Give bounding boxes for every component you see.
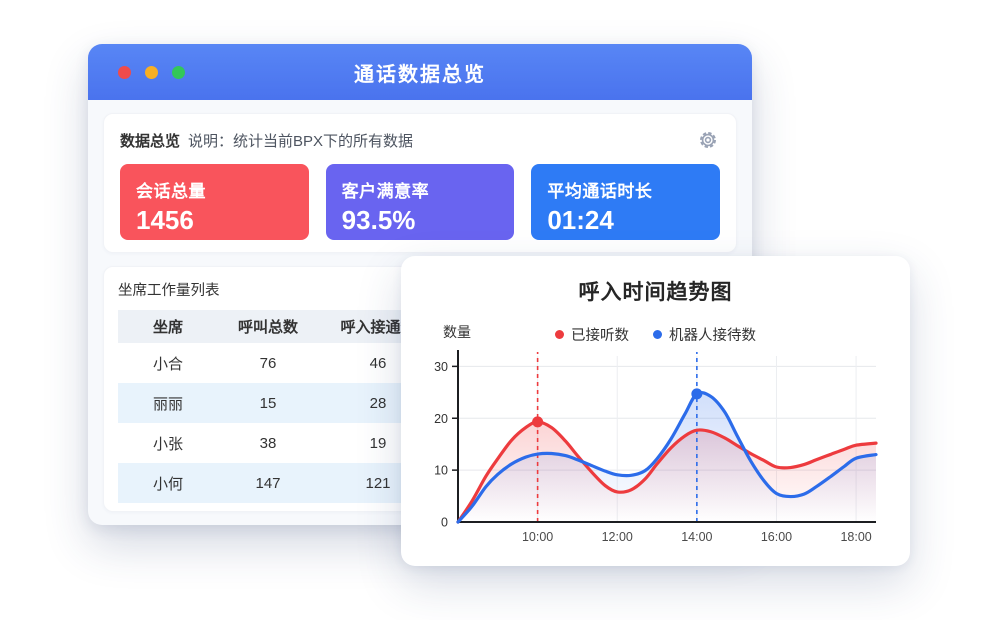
cell-total: 76 bbox=[259, 354, 277, 372]
cell-inbound: 28 bbox=[369, 394, 387, 412]
column-header-agent: 坐席 bbox=[152, 319, 183, 336]
stat-label: 会话总量 bbox=[136, 182, 206, 201]
cell-agent: 小合 bbox=[152, 355, 183, 373]
svg-text:16:00: 16:00 bbox=[761, 530, 792, 544]
cell-agent: 小张 bbox=[152, 435, 183, 453]
stat-card-avg-duration: 平均通话时长 01:24 bbox=[531, 164, 721, 240]
legend-item-bot[interactable]: 机器人接待数 bbox=[653, 324, 756, 345]
svg-text:0: 0 bbox=[441, 516, 448, 530]
overview-panel: 数据总览 说明：统计当前BPX下的所有数据 会话总量 1456 客户满意率 93… bbox=[103, 113, 737, 253]
legend-item-answered[interactable]: 已接听数 bbox=[555, 324, 629, 345]
cell-inbound: 19 bbox=[369, 434, 387, 452]
svg-text:20: 20 bbox=[434, 412, 448, 426]
chart-legend: 已接听数 机器人接待数 bbox=[401, 324, 910, 345]
svg-text:30: 30 bbox=[434, 360, 448, 374]
legend-dot-icon bbox=[653, 330, 662, 339]
cell-inbound: 46 bbox=[369, 354, 387, 372]
trend-line-chart: 0 10 20 30 10:00 12:00 14:00 16:00 18:00 bbox=[434, 350, 878, 544]
stat-card-sessions: 会话总量 1456 bbox=[120, 164, 309, 240]
legend-label: 已接听数 bbox=[571, 328, 629, 344]
legend-dot-icon bbox=[555, 330, 564, 339]
cell-total: 147 bbox=[255, 474, 281, 492]
cell-agent: 小何 bbox=[152, 475, 183, 493]
worklist-title: 坐席工作量列表 bbox=[118, 283, 220, 299]
gear-icon bbox=[700, 132, 716, 148]
close-button[interactable] bbox=[118, 66, 131, 79]
svg-text:14:00: 14:00 bbox=[681, 530, 712, 544]
stat-value: 01:24 bbox=[547, 205, 614, 235]
svg-text:10:00: 10:00 bbox=[522, 530, 553, 544]
column-header-inbound-connected: 呼入接通数 bbox=[340, 319, 416, 336]
window-title: 通话数据总览 bbox=[354, 63, 486, 86]
main-window: 通话数据总览 数据总览 说明：统计当前BPX下的所有数据 会话总量 1456 客… bbox=[88, 44, 752, 525]
stat-label: 平均通话时长 bbox=[547, 182, 653, 201]
overview-description: 说明：统计当前BPX下的所有数据 bbox=[188, 132, 414, 150]
overview-title: 数据总览 bbox=[120, 132, 181, 150]
settings-button[interactable] bbox=[696, 128, 720, 152]
trend-chart-card: 呼入时间趋势图 已接听数 机器人接待数 数量 0 10 20 30 10:00 12:00… bbox=[401, 256, 910, 566]
chart-title: 呼入时间趋势图 bbox=[578, 281, 733, 304]
cell-total: 15 bbox=[259, 394, 277, 412]
stat-label: 客户满意率 bbox=[341, 182, 430, 201]
svg-text:12:00: 12:00 bbox=[602, 530, 633, 544]
stat-value: 93.5% bbox=[341, 205, 416, 235]
cell-agent: 丽丽 bbox=[152, 395, 183, 413]
stat-value: 1456 bbox=[136, 205, 194, 235]
svg-text:18:00: 18:00 bbox=[840, 530, 871, 544]
y-axis-label: 数量 bbox=[443, 324, 471, 340]
maximize-button[interactable] bbox=[172, 66, 185, 79]
stat-cards: 会话总量 1456 客户满意率 93.5% 平均通话时长 01:24 bbox=[120, 164, 721, 240]
minimize-button[interactable] bbox=[145, 66, 158, 79]
title-bar: 通话数据总览 bbox=[88, 44, 752, 100]
cell-total: 38 bbox=[259, 434, 277, 452]
window-controls bbox=[118, 66, 185, 79]
stat-card-satisfaction: 客户满意率 93.5% bbox=[325, 164, 515, 240]
column-header-total-calls: 呼叫总数 bbox=[237, 319, 298, 336]
svg-text:10: 10 bbox=[434, 464, 448, 478]
cell-inbound: 121 bbox=[365, 474, 391, 492]
legend-label: 机器人接待数 bbox=[669, 328, 756, 344]
